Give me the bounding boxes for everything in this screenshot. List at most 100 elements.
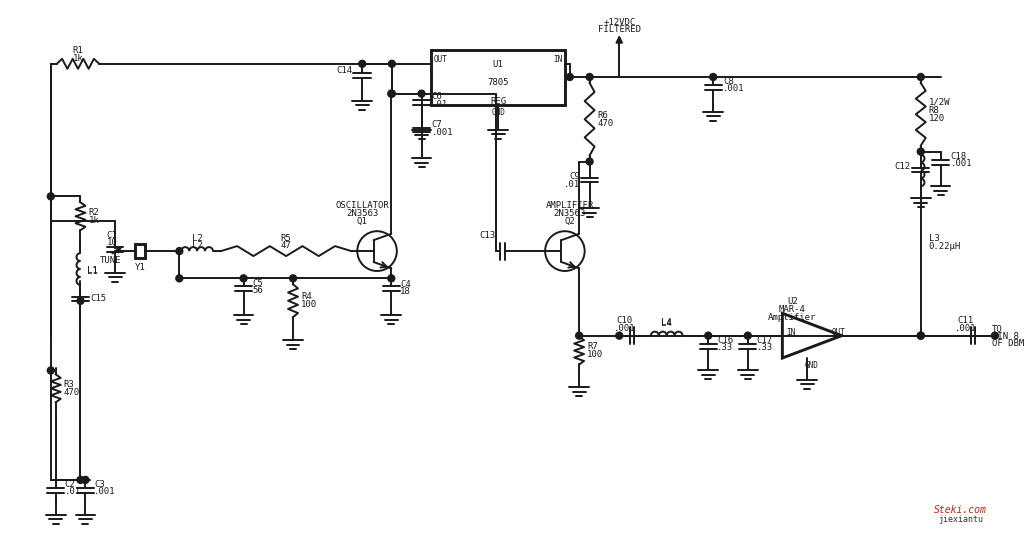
Text: U2: U2	[786, 297, 798, 306]
Text: L1: L1	[88, 267, 98, 277]
Text: 1k: 1k	[89, 216, 99, 225]
Circle shape	[388, 90, 395, 97]
Text: C7: C7	[431, 120, 442, 129]
Circle shape	[175, 275, 183, 282]
Text: 470: 470	[64, 388, 79, 397]
Text: +12VDC: +12VDC	[603, 18, 636, 27]
Text: .01: .01	[65, 487, 80, 496]
Text: Q1: Q1	[357, 217, 367, 226]
Text: 470: 470	[598, 119, 614, 128]
Text: C16: C16	[717, 336, 734, 345]
Text: Q2: Q2	[565, 217, 575, 226]
Text: Y1: Y1	[134, 263, 146, 272]
Circle shape	[992, 332, 998, 339]
Text: R7: R7	[587, 342, 598, 351]
Text: TO: TO	[992, 325, 1003, 334]
Text: L2: L2	[192, 234, 202, 243]
Text: OUT: OUT	[832, 328, 845, 337]
Text: C18: C18	[950, 152, 967, 161]
Text: IN: IN	[553, 55, 562, 64]
Text: 2N3563: 2N3563	[346, 209, 379, 218]
Text: 1/2W: 1/2W	[929, 98, 950, 106]
Text: 0.22μH: 0.22μH	[929, 242, 961, 251]
Text: C1: C1	[106, 231, 118, 240]
Text: C2: C2	[65, 480, 75, 489]
Text: MAR-4: MAR-4	[779, 305, 806, 314]
Circle shape	[576, 332, 583, 339]
Text: R3: R3	[64, 380, 74, 389]
Text: L3: L3	[929, 234, 939, 243]
Text: 18: 18	[400, 287, 411, 296]
Text: OF DBM: OF DBM	[992, 339, 1024, 348]
Text: C3: C3	[94, 480, 105, 489]
Text: 100: 100	[587, 350, 603, 359]
Circle shape	[175, 248, 183, 255]
Circle shape	[917, 332, 925, 339]
Text: OSCILLATOR: OSCILLATOR	[335, 202, 389, 210]
Text: 100: 100	[301, 300, 317, 309]
Text: PIN 8: PIN 8	[992, 332, 1019, 341]
Circle shape	[705, 332, 712, 339]
Circle shape	[388, 90, 395, 97]
Circle shape	[567, 73, 574, 80]
Circle shape	[418, 90, 425, 97]
Circle shape	[586, 73, 593, 80]
Circle shape	[47, 367, 55, 374]
Text: .001: .001	[723, 85, 744, 93]
Text: C9: C9	[569, 172, 580, 181]
Text: .001: .001	[955, 324, 976, 333]
Text: 1k: 1k	[72, 54, 84, 63]
Text: 120: 120	[929, 114, 945, 123]
Text: .01: .01	[563, 180, 580, 189]
Circle shape	[710, 73, 716, 80]
Text: .001: .001	[950, 159, 972, 168]
Text: C6: C6	[431, 92, 442, 101]
Text: C14: C14	[336, 66, 352, 75]
Text: .33: .33	[717, 343, 734, 352]
Text: C10: C10	[616, 316, 633, 325]
Circle shape	[388, 275, 395, 282]
Circle shape	[388, 61, 395, 68]
Text: Amplifier: Amplifier	[768, 312, 816, 322]
Text: R2: R2	[89, 208, 99, 217]
Text: 2N3563: 2N3563	[554, 209, 586, 218]
Text: C11: C11	[958, 316, 973, 325]
Circle shape	[917, 332, 925, 339]
Text: .001: .001	[94, 487, 116, 496]
Circle shape	[744, 332, 751, 339]
Text: C12: C12	[895, 162, 911, 171]
Text: R1: R1	[72, 46, 84, 55]
Text: jiexiantu: jiexiantu	[938, 515, 982, 524]
Text: C15: C15	[91, 294, 106, 303]
Text: L2: L2	[192, 241, 202, 250]
Text: R8: R8	[929, 106, 939, 115]
Circle shape	[359, 61, 365, 68]
Text: OUT: OUT	[433, 55, 447, 64]
Text: IN: IN	[786, 328, 796, 337]
Text: L1: L1	[88, 266, 98, 276]
Text: 7805: 7805	[487, 78, 509, 87]
Circle shape	[616, 332, 622, 339]
Text: 47: 47	[281, 241, 291, 250]
Circle shape	[47, 193, 55, 200]
Text: AMPLIFIER: AMPLIFIER	[546, 202, 594, 210]
Text: R6: R6	[598, 111, 608, 120]
Text: GND: GND	[491, 108, 505, 117]
Text: TUNE: TUNE	[99, 256, 121, 265]
Bar	[431, 50, 565, 105]
Text: L4: L4	[662, 318, 672, 327]
Circle shape	[586, 158, 593, 165]
Text: C4: C4	[400, 280, 411, 289]
Circle shape	[240, 275, 247, 282]
Text: .001: .001	[613, 324, 635, 333]
Text: GND: GND	[805, 361, 819, 370]
Text: FILTERED: FILTERED	[598, 25, 641, 34]
Text: C17: C17	[756, 336, 773, 345]
Text: Steki.com: Steki.com	[934, 505, 987, 515]
Text: U1: U1	[492, 60, 504, 69]
Text: 10: 10	[106, 238, 118, 247]
Circle shape	[290, 275, 296, 282]
Circle shape	[77, 297, 84, 304]
Circle shape	[917, 73, 925, 80]
Bar	[135, 244, 144, 258]
